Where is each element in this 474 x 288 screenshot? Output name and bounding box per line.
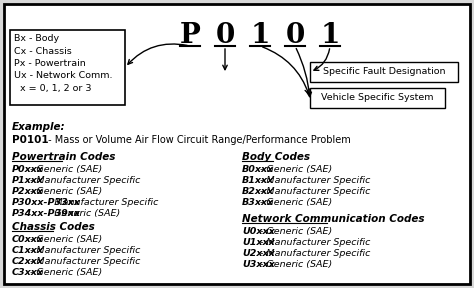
- Text: Vehicle Specific System: Vehicle Specific System: [321, 94, 434, 103]
- Text: Network Communication Codes: Network Communication Codes: [242, 214, 425, 224]
- Text: - Manufacturer Specific: - Manufacturer Specific: [27, 246, 140, 255]
- Text: - Manufacturer Specific: - Manufacturer Specific: [27, 257, 140, 266]
- FancyBboxPatch shape: [310, 88, 445, 108]
- Text: U1xxx: U1xxx: [242, 238, 275, 247]
- Text: - Manufacturer Specific: - Manufacturer Specific: [257, 249, 370, 258]
- Text: - Generic (SAE): - Generic (SAE): [45, 209, 120, 218]
- Text: 1: 1: [320, 22, 340, 49]
- Text: - Manufacturer Specific: - Manufacturer Specific: [27, 176, 140, 185]
- Text: P34xx-P39xx: P34xx-P39xx: [12, 209, 81, 218]
- Text: P1xxx: P1xxx: [12, 176, 44, 185]
- Text: U3xxx: U3xxx: [242, 260, 275, 269]
- Text: Powertrain Codes: Powertrain Codes: [12, 152, 115, 162]
- Text: C2xxx: C2xxx: [12, 257, 44, 266]
- Text: Example:: Example:: [12, 122, 65, 132]
- Text: - Manufacturer Specific: - Manufacturer Specific: [257, 238, 370, 247]
- Text: C3xxx: C3xxx: [12, 268, 44, 277]
- FancyBboxPatch shape: [4, 4, 470, 284]
- Text: B2xxx: B2xxx: [242, 187, 274, 196]
- Text: P2xxx: P2xxx: [12, 187, 44, 196]
- Text: Bx - Body
Cx - Chassis
Px - Powertrain
Ux - Network Comm.
  x = 0, 1, 2 or 3: Bx - Body Cx - Chassis Px - Powertrain U…: [14, 34, 112, 93]
- Text: Body Codes: Body Codes: [242, 152, 310, 162]
- Text: B3xxx: B3xxx: [242, 198, 274, 207]
- Text: Chassis Codes: Chassis Codes: [12, 222, 95, 232]
- Text: P0xxx: P0xxx: [12, 165, 44, 174]
- Text: Specific Fault Designation: Specific Fault Designation: [323, 67, 445, 77]
- Text: C0xxx: C0xxx: [12, 235, 44, 244]
- Text: - Manufacturer Specific: - Manufacturer Specific: [257, 187, 370, 196]
- Text: - Generic (SAE): - Generic (SAE): [257, 227, 332, 236]
- Text: 0: 0: [215, 22, 235, 49]
- Text: 1: 1: [250, 22, 270, 49]
- Text: P30xx-P33xx: P30xx-P33xx: [12, 198, 81, 207]
- Text: - Generic (SAE): - Generic (SAE): [257, 165, 332, 174]
- Text: - Manufacturer Specific: - Manufacturer Specific: [45, 198, 158, 207]
- Text: U0xxx: U0xxx: [242, 227, 275, 236]
- Text: B1xxx: B1xxx: [242, 176, 274, 185]
- Text: U2xxx: U2xxx: [242, 249, 275, 258]
- Text: - Generic (SAE): - Generic (SAE): [257, 260, 332, 269]
- Text: B0xxx: B0xxx: [242, 165, 274, 174]
- Text: - Mass or Volume Air Flow Circuit Range/Performance Problem: - Mass or Volume Air Flow Circuit Range/…: [45, 135, 351, 145]
- Text: - Generic (SAE): - Generic (SAE): [27, 268, 102, 277]
- Text: - Generic (SAE): - Generic (SAE): [257, 198, 332, 207]
- Text: - Generic (SAE): - Generic (SAE): [27, 187, 102, 196]
- Text: C1xxx: C1xxx: [12, 246, 44, 255]
- Text: - Manufacturer Specific: - Manufacturer Specific: [257, 176, 370, 185]
- Text: - Generic (SAE): - Generic (SAE): [27, 235, 102, 244]
- Text: - Generic (SAE): - Generic (SAE): [27, 165, 102, 174]
- Text: P: P: [180, 22, 201, 49]
- Text: P0101: P0101: [12, 135, 49, 145]
- FancyBboxPatch shape: [10, 30, 125, 105]
- Text: 0: 0: [285, 22, 305, 49]
- FancyBboxPatch shape: [310, 62, 458, 82]
